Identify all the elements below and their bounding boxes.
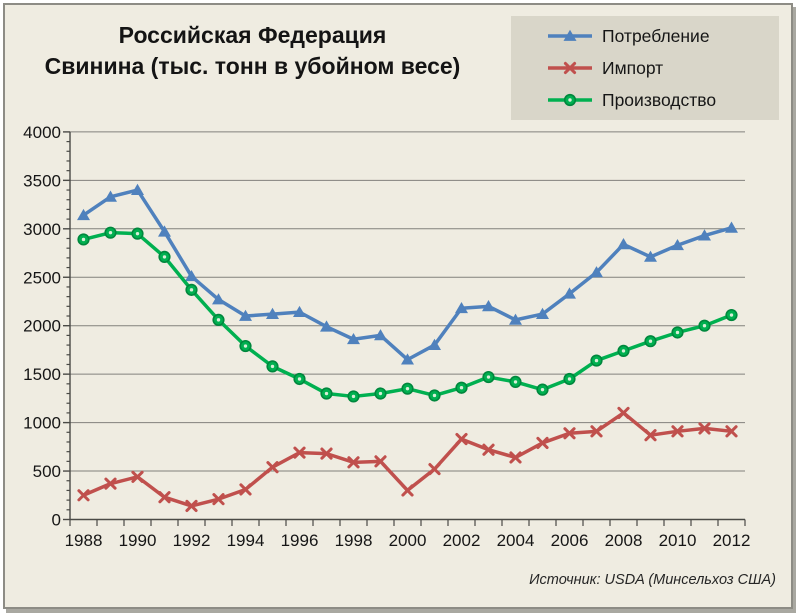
legend-marker-consumption-icon [548, 29, 592, 41]
svg-text:1992: 1992 [173, 531, 211, 550]
svg-text:1990: 1990 [119, 531, 157, 550]
source-note: Источник: USDA (Минсельхоз США) [529, 572, 776, 588]
legend-item-production: Производство [547, 90, 779, 111]
svg-text:2012: 2012 [713, 531, 751, 550]
y-axis-ticks [63, 131, 70, 521]
gridlines [70, 131, 745, 472]
chart-title: Российская Федерация Свинина (тыс. тонн … [0, 20, 505, 82]
svg-text:2000: 2000 [23, 317, 61, 336]
y-axis-labels: 0 500 1000 1500 2000 2500 3000 3500 4000 [23, 123, 61, 530]
legend-marker-import-icon [548, 61, 592, 75]
x-axis-ticks [69, 519, 746, 526]
svg-text:2002: 2002 [443, 531, 481, 550]
svg-text:3000: 3000 [23, 220, 61, 239]
svg-text:2500: 2500 [23, 268, 61, 287]
svg-text:1000: 1000 [23, 414, 61, 433]
svg-text:2010: 2010 [659, 531, 697, 550]
legend-item-consumption: Потребление [547, 26, 779, 47]
chart-legend: Потребление Импорт Производство [511, 16, 779, 120]
legend-item-import: Импорт [547, 58, 779, 79]
chart-title-line2: Свинина (тыс. тонн в убойном весе) [44, 53, 461, 79]
svg-text:1500: 1500 [23, 365, 61, 384]
legend-label-consumption: Потребление [602, 25, 710, 46]
svg-text:0: 0 [52, 511, 61, 530]
svg-text:4000: 4000 [23, 123, 61, 142]
svg-text:500: 500 [33, 462, 61, 481]
legend-marker-production-icon [548, 93, 592, 107]
x-axis-labels: 1988 1990 1992 1994 1996 1998 2000 2002 2004 2006… [65, 531, 751, 550]
svg-text:2006: 2006 [551, 531, 589, 550]
chart-title-line1: Российская Федерация [118, 22, 387, 48]
svg-text:1996: 1996 [281, 531, 319, 550]
series-2 [77, 226, 738, 403]
svg-text:3500: 3500 [23, 171, 61, 190]
svg-text:1994: 1994 [227, 531, 265, 550]
svg-text:1988: 1988 [65, 531, 103, 550]
series-1 [77, 406, 738, 513]
legend-label-production: Производство [602, 89, 717, 110]
svg-text:2004: 2004 [497, 531, 535, 550]
svg-text:1998: 1998 [335, 531, 373, 550]
series-0 [77, 183, 738, 365]
svg-text:2008: 2008 [605, 531, 643, 550]
svg-text:2000: 2000 [389, 531, 427, 550]
legend-label-import: Импорт [602, 57, 664, 78]
